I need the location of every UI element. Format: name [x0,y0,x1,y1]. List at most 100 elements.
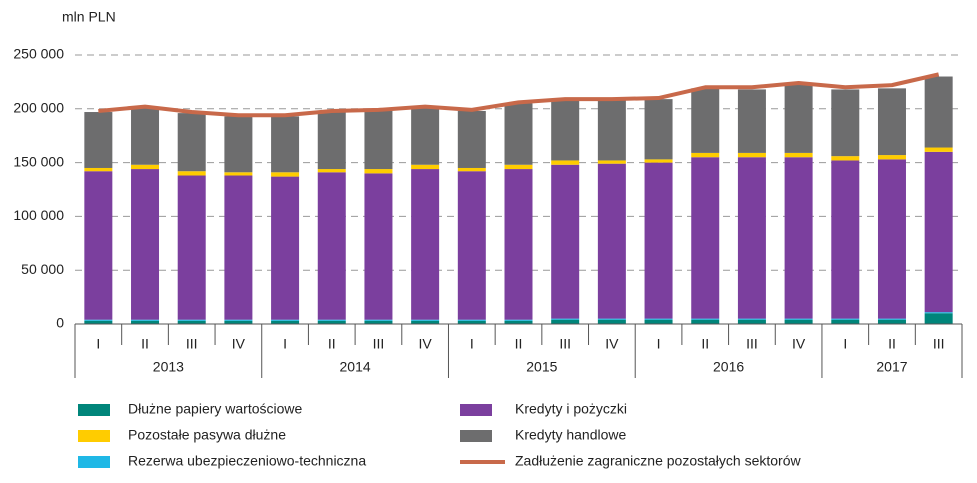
bar-segment [551,318,580,320]
x-tick-label: IV [792,336,806,352]
year-label: 2016 [713,359,744,375]
bar-segment [831,89,860,157]
y-tick-label: 50 000 [21,261,64,277]
bar-segment [737,318,766,320]
legend-label: Dłużne papiery wartościowe [128,401,303,417]
bar-segment [364,169,393,174]
y-tick-label: 100 000 [13,207,64,223]
bar-segment [411,169,440,320]
bar-segment [131,164,160,170]
bar-segment [224,175,253,320]
bar-segment [131,319,160,321]
bar-segment [504,169,533,320]
bar-segment [317,169,346,173]
bar-segment [831,318,860,320]
bar-segment [364,320,393,324]
bar-segment [317,320,346,324]
bar-segment [177,319,206,321]
bar-segment [737,157,766,319]
x-tick-label: III [746,336,758,352]
bar-segment [924,312,953,314]
bar-segment [551,100,580,161]
legend-label: Kredyty handlowe [515,427,627,443]
year-label: 2017 [876,359,907,375]
x-tick-label: I [96,336,100,352]
bar-segment [177,175,206,320]
y-tick-label: 200 000 [13,100,64,116]
bar-segment [737,319,766,324]
legend-swatch [78,456,110,468]
x-tick-label: I [283,336,287,352]
bar-segment [877,319,906,324]
bar-segment [84,112,113,168]
bar-segment [551,160,580,165]
bar-segment [597,160,626,164]
bar-segment [457,320,486,324]
bar-segment [411,107,440,165]
bar-segment [691,157,720,319]
bar-segment [271,172,300,177]
bar-segment [644,319,673,324]
bar-segment [877,318,906,320]
year-label: 2014 [340,359,371,375]
bar-segment [784,84,813,153]
x-tick-label: III [186,336,198,352]
bar-segment [364,319,393,321]
y-tick-label: 0 [56,315,64,331]
bar-segment [131,107,160,165]
bar-segment [924,151,953,313]
bar-segment [597,100,626,161]
bar-segment [877,155,906,160]
x-tick-label: II [328,336,336,352]
bar-segment [84,319,113,321]
x-tick-label: I [657,336,661,352]
y-tick-label: 250 000 [13,46,64,62]
bar-segment [364,110,393,170]
x-tick-label: III [373,336,385,352]
bar-segment [551,319,580,324]
bar-segment [271,176,300,320]
bar-segment [644,318,673,320]
bar-segment [504,103,533,165]
legend-label: Zadłużenie zagraniczne pozostałych sekto… [515,453,801,469]
legend-swatch [460,430,492,442]
x-tick-label: IV [605,336,619,352]
bar-segment [457,167,486,172]
bar-segment [504,164,533,170]
bar-segment [457,171,486,320]
bar-segment [784,318,813,320]
bar-segment [831,160,860,319]
bar-segment [364,173,393,320]
bar-segment [784,152,813,158]
bar-segment [224,319,253,321]
x-tick-label: I [470,336,474,352]
x-tick-label: III [559,336,571,352]
bar-segment [691,88,720,153]
bar-segment [644,159,673,163]
bar-segment [131,320,160,324]
bar-segment [924,147,953,152]
legend-swatch [78,404,110,416]
bar-segment [784,319,813,324]
bar-segment [504,319,533,321]
bar-segment [737,152,766,158]
bar-segment [737,89,766,153]
x-tick-label: IV [232,336,246,352]
bar-segment [177,171,206,176]
legend-swatch [78,430,110,442]
bar-segment [831,156,860,161]
bar-segment [691,152,720,158]
bar-segment [924,313,953,324]
bar-segment [177,320,206,324]
bar-segment [784,157,813,319]
bar-segment [457,319,486,321]
bar-segment [644,99,673,160]
x-tick-label: II [701,336,709,352]
y-tick-label: 150 000 [13,153,64,169]
x-tick-label: II [141,336,149,352]
bar-segment [551,164,580,319]
bar-segment [411,164,440,170]
x-tick-label: I [843,336,847,352]
bar-segment [597,163,626,319]
bar-segment [271,320,300,324]
